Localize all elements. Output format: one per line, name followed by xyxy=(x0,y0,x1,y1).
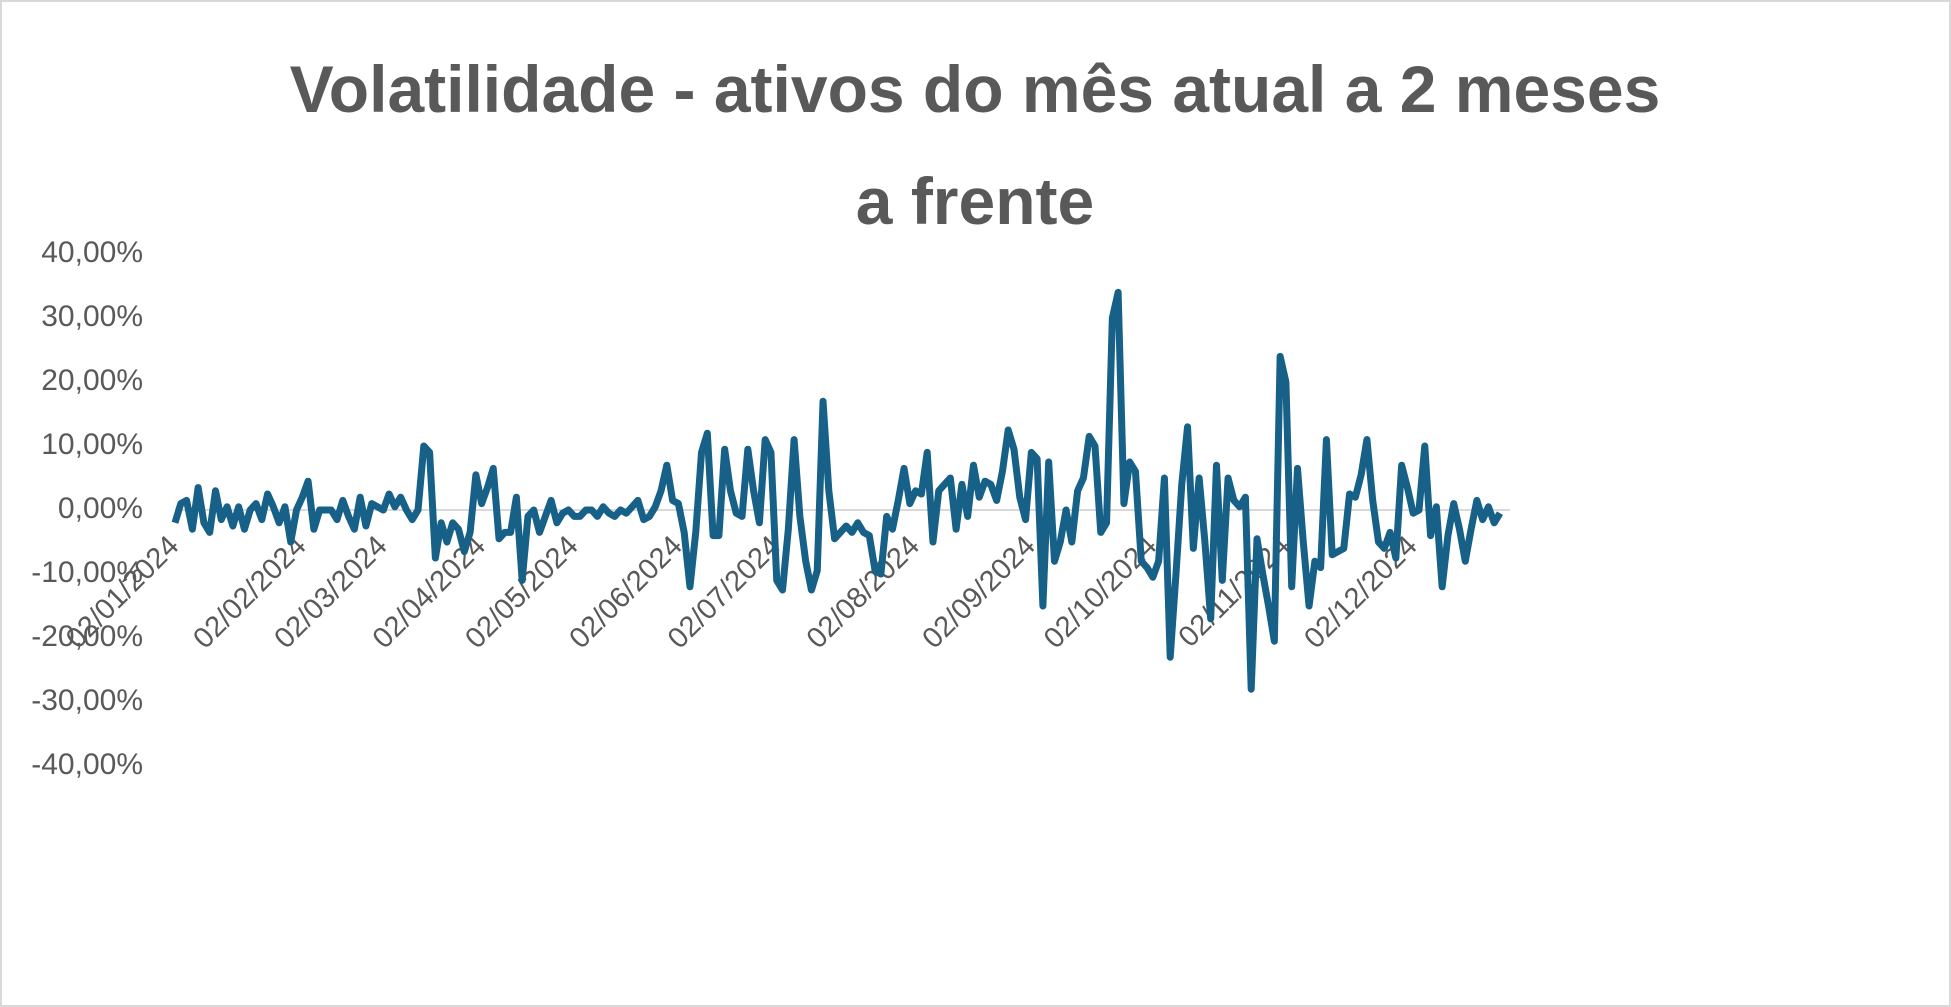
y-tick-label: 20,00% xyxy=(41,364,143,397)
y-tick-label: -30,00% xyxy=(31,684,143,717)
series-line xyxy=(171,288,1503,693)
y-tick-label: 0,00% xyxy=(58,492,143,525)
y-tick-label: -10,00% xyxy=(31,556,143,589)
y-tick-label: -40,00% xyxy=(31,748,143,781)
y-tick-label: 40,00% xyxy=(41,236,143,269)
y-tick-label: -20,00% xyxy=(31,620,143,653)
y-tick-label: 10,00% xyxy=(41,428,143,461)
y-tick-label: 30,00% xyxy=(41,300,143,333)
chart-title: Volatilidade - ativos do mês atual a 2 m… xyxy=(290,52,1661,238)
